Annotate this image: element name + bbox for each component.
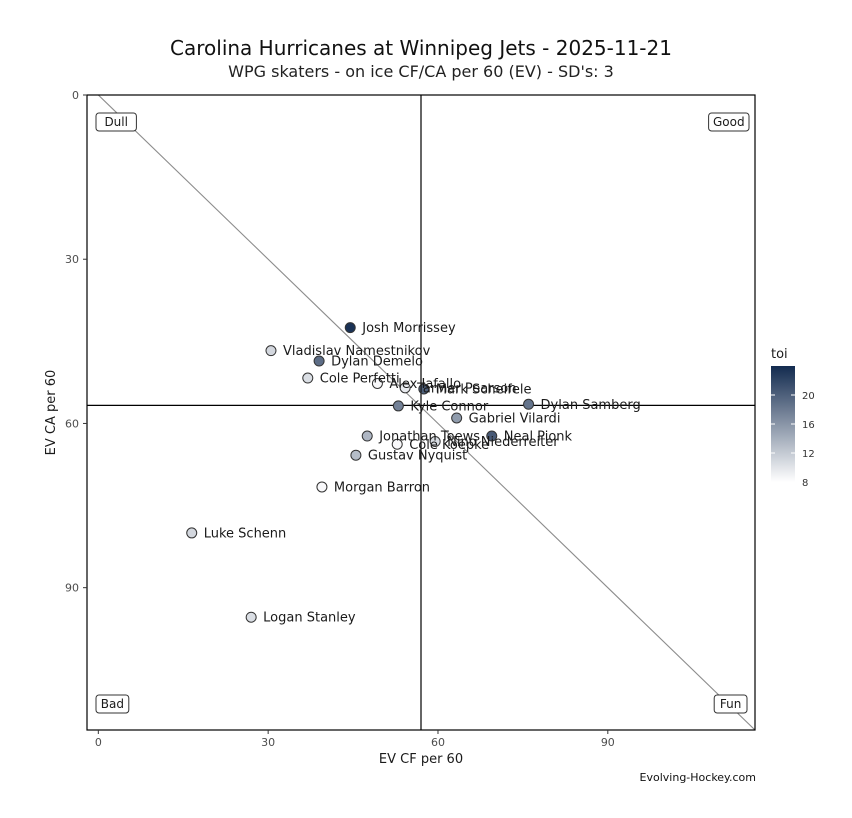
player-label: Mark Scheifele: [436, 382, 532, 397]
player-point[interactable]: [344, 322, 356, 334]
player-label: Luke Schenn: [204, 526, 287, 541]
player-label: Tanner Pearson: [416, 381, 516, 396]
player-point[interactable]: [302, 372, 314, 384]
player-label: Vladislav Namestnikov: [283, 344, 431, 359]
player-label: Cole Koepke: [409, 438, 489, 453]
y-tick-label: 0: [72, 89, 79, 102]
player-point[interactable]: [391, 438, 403, 450]
quadrant-label-bottom-right: Fun: [713, 694, 748, 714]
legend-title: toi: [771, 347, 788, 362]
chart-subtitle: WPG skaters - on ice CF/CA per 60 (EV) -…: [228, 62, 614, 81]
player-label: Cole Perfetti: [320, 372, 400, 387]
y-tick-label: 60: [65, 417, 79, 430]
y-axis-title: EV CA per 60: [44, 370, 59, 456]
quadrant-label-text: Fun: [720, 697, 741, 711]
legend-tick-label: 20: [802, 391, 815, 402]
source-caption: Evolving-Hockey.com: [639, 771, 756, 784]
player-label: Alex Iafallo: [389, 377, 461, 392]
x-tick-label: 0: [95, 736, 102, 749]
y-tick-label: 90: [65, 582, 79, 595]
player-point[interactable]: [523, 398, 535, 410]
player-point[interactable]: [392, 400, 404, 412]
player-label: Josh Morrissey: [361, 321, 456, 336]
quadrant-label-text: Good: [713, 115, 745, 129]
x-tick-label: 30: [261, 736, 275, 749]
player-point[interactable]: [186, 527, 198, 539]
player-label: Gabriel Vilardi: [469, 411, 561, 426]
player-label: Neal Pionk: [504, 430, 573, 445]
player-label: Dylan Demelo: [331, 355, 423, 370]
player-point[interactable]: [316, 481, 328, 493]
chart-title: Carolina Hurricanes at Winnipeg Jets - 2…: [170, 36, 672, 60]
player-point[interactable]: [418, 383, 430, 395]
quadrant-label-box: [713, 694, 748, 714]
x-axis-title: EV CF per 60: [379, 752, 463, 767]
player-point[interactable]: [429, 436, 441, 448]
player-label: Morgan Barron: [334, 480, 430, 495]
quadrant-label-text: Dull: [104, 115, 128, 129]
player-point[interactable]: [350, 449, 362, 461]
player-point[interactable]: [265, 345, 277, 357]
player-label: Logan Stanley: [263, 611, 356, 626]
player-point[interactable]: [399, 382, 411, 394]
quadrant-label-text: Bad: [101, 697, 124, 711]
quadrant-label-top-right: Good: [708, 112, 750, 132]
player-label: Nino Niederreiter: [447, 435, 559, 450]
legend-tick-label: 16: [802, 420, 815, 431]
quadrant-label-box: [95, 112, 137, 132]
player-label: Gustav Nyquist: [368, 449, 467, 464]
panel-border: [86, 94, 756, 731]
player-label: Jonathan Toews: [378, 430, 480, 445]
player-point[interactable]: [451, 412, 463, 424]
y-tick-label: 30: [65, 253, 79, 266]
quadrant-label-bottom-left: Bad: [95, 694, 130, 714]
legend-tick-label: 12: [802, 449, 815, 460]
player-point[interactable]: [371, 377, 383, 389]
player-point[interactable]: [245, 611, 257, 623]
quadrant-label-box: [95, 694, 130, 714]
x-tick-label: 60: [431, 736, 445, 749]
player-label: Kyle Connor: [410, 399, 488, 414]
player-label: Dylan Samberg: [541, 398, 641, 413]
legend-tick-label: 8: [802, 478, 808, 489]
player-point[interactable]: [313, 355, 325, 367]
quadrant-label-box: [708, 112, 750, 132]
player-point[interactable]: [361, 430, 373, 442]
quadrant-label-top-left: Dull: [95, 112, 137, 132]
x-tick-label: 90: [601, 736, 615, 749]
player-point[interactable]: [486, 430, 498, 442]
